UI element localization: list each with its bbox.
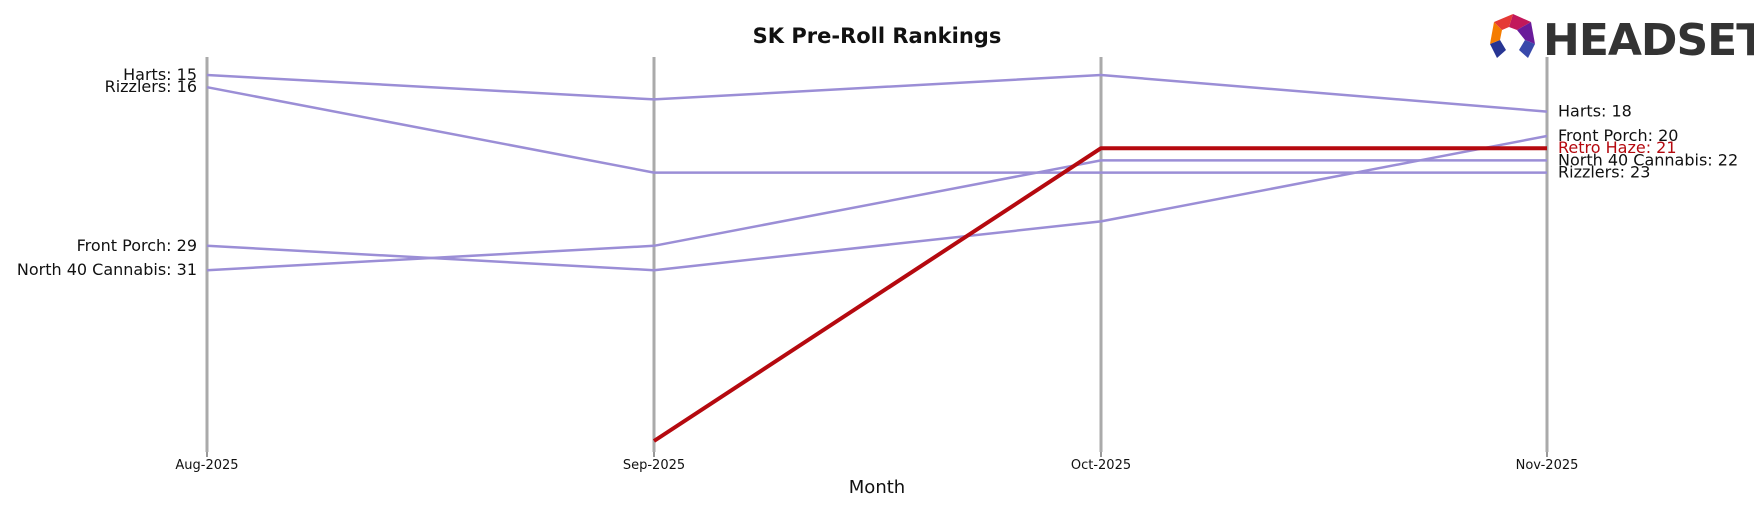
start-label: Harts: 15 (123, 65, 197, 84)
x-tick-label: Aug-2025 (175, 458, 238, 473)
chart-title: SK Pre-Roll Rankings (753, 24, 1002, 48)
end-label: Front Porch: 20 (1558, 126, 1678, 145)
x-tick-label: Oct-2025 (1071, 458, 1131, 473)
series-line-harts (206, 73, 1548, 113)
headset-logo: HEADSET (1490, 14, 1754, 66)
end-label: North 40 Cannabis: 22 (1558, 150, 1738, 169)
start-label: North 40 Cannabis: 31 (17, 260, 197, 279)
series-line-retro-haze (652, 146, 1547, 443)
start-label: Rizzlers: 16 (105, 77, 197, 96)
x-tick-label: Nov-2025 (1516, 458, 1579, 473)
headset-logo-icon (1490, 14, 1535, 58)
start-label: Front Porch: 29 (77, 236, 197, 255)
series-lines (206, 73, 1548, 443)
series-line-north-40-cannabis (206, 159, 1547, 272)
end-label: Harts: 18 (1558, 102, 1632, 121)
x-tick-label: Sep-2025 (623, 458, 685, 473)
x-axis-label: Month (849, 477, 905, 498)
end-label: Rizzlers: 23 (1558, 163, 1650, 182)
gridlines (205, 57, 1549, 452)
series-line-rizzlers (206, 85, 1547, 174)
x-tick-labels: Aug-2025 Sep-2025 Oct-2025 Nov-2025 (175, 452, 1578, 473)
end-label: Retro Haze: 21 (1558, 138, 1677, 157)
logo-wordmark: HEADSET (1543, 15, 1754, 66)
